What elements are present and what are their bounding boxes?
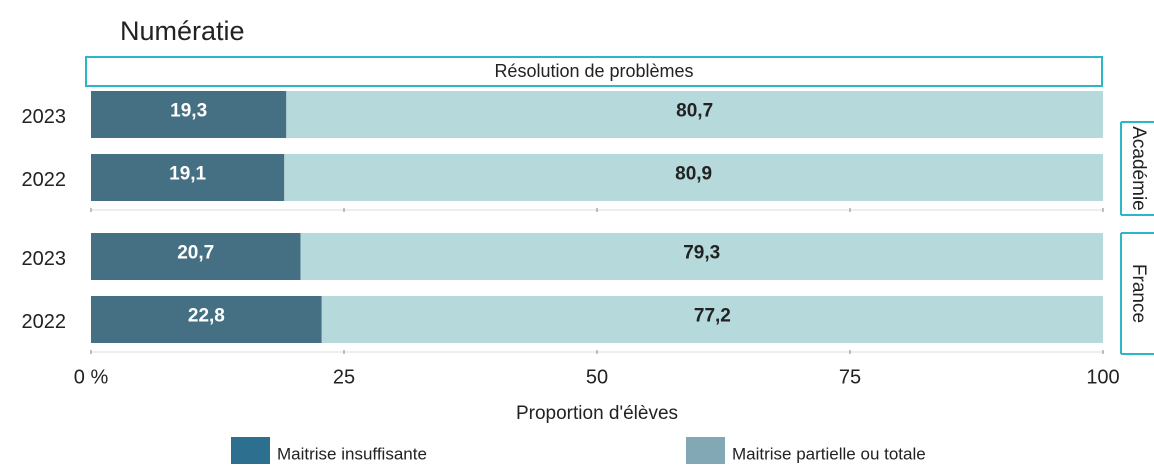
- panel-strip: [1120, 232, 1154, 355]
- bar-segment: [91, 154, 285, 201]
- strip: [85, 56, 1103, 87]
- x-tick-label: 75: [839, 366, 861, 388]
- y-tick-label: 2022: [22, 311, 67, 333]
- y-tick-label: 2022: [22, 169, 67, 191]
- bar-segment: [91, 91, 287, 138]
- legend-label: Maitrise partielle ou totale: [732, 444, 926, 463]
- legend-swatch: [231, 437, 270, 464]
- panel-label: France: [1128, 264, 1149, 323]
- bar-segment: [91, 296, 322, 343]
- legend-label: Maitrise insuffisante: [277, 444, 427, 463]
- bar-segment: [284, 154, 1103, 201]
- bar-segment: [321, 296, 1104, 343]
- panel-strip: [1120, 121, 1154, 216]
- x-tick-label: 0 %: [74, 366, 109, 388]
- value-label: 79,3: [683, 243, 720, 264]
- value-label: 19,1: [169, 164, 206, 185]
- x-axis-label: Proportion d'élèves: [516, 403, 678, 424]
- x-tick-label: 100: [1086, 366, 1119, 388]
- legend-swatch: [686, 437, 725, 464]
- y-tick-label: 2023: [22, 106, 67, 128]
- value-label: 20,7: [177, 243, 214, 264]
- strip-title: Résolution de problèmes: [494, 61, 693, 81]
- panel-label: Académie: [1128, 126, 1149, 211]
- value-label: 80,7: [676, 101, 713, 122]
- value-label: 77,2: [694, 306, 731, 327]
- chart-title: Numératie: [120, 16, 245, 46]
- x-tick-label: 25: [333, 366, 355, 388]
- y-tick-label: 2023: [22, 248, 67, 270]
- value-label: 19,3: [170, 101, 207, 122]
- x-tick-label: 50: [586, 366, 608, 388]
- bar-segment: [286, 91, 1103, 138]
- bar-segment: [300, 233, 1103, 280]
- value-label: 80,9: [675, 164, 712, 185]
- value-label: 22,8: [188, 306, 225, 327]
- bar-segment: [91, 233, 301, 280]
